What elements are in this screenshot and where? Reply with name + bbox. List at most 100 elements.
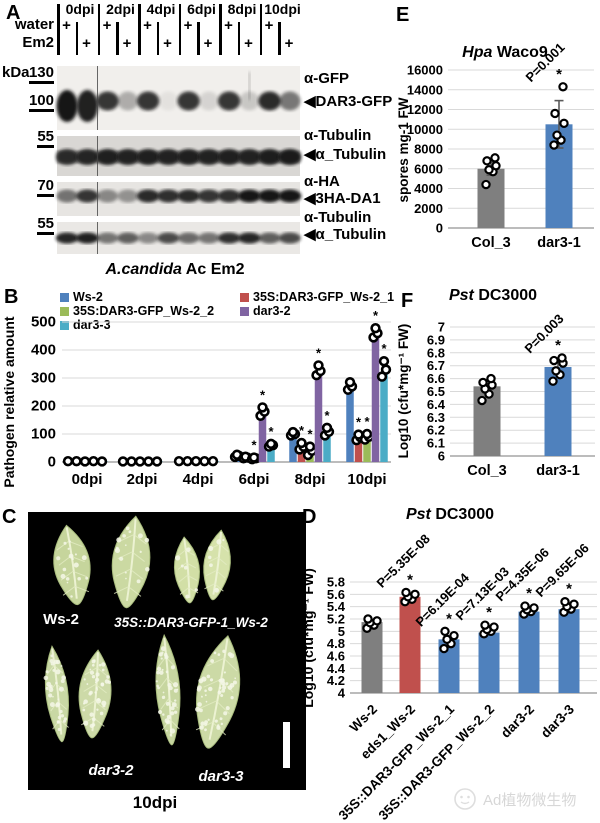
x-category-label: Col_3 <box>471 235 511 251</box>
significance-star: * <box>324 408 330 423</box>
leaf-midvein <box>65 527 78 599</box>
pustule-speckle <box>156 666 162 672</box>
panel-b-title-italic: A.candida <box>105 261 182 278</box>
pustule-speckle <box>122 534 126 538</box>
x-category-label: 6dpi <box>239 471 270 488</box>
pustule-speckle <box>91 674 96 679</box>
data-point <box>529 603 539 613</box>
pustule-speckle <box>139 550 142 553</box>
leaf-vein <box>128 586 142 597</box>
pustule-speckle <box>63 717 67 721</box>
data-point <box>557 353 567 363</box>
pustule-speckle <box>66 581 69 584</box>
y-tick-label: 6.8 <box>427 345 445 360</box>
blot-band <box>177 232 200 244</box>
leaf-vein <box>219 543 229 552</box>
pustule-speckle <box>222 539 225 542</box>
pustule-speckle <box>55 681 58 685</box>
pustule-speckle <box>65 577 70 581</box>
pustule-speckle <box>172 682 179 688</box>
pustule-speckle <box>200 695 203 698</box>
pustule-speckle <box>156 684 159 688</box>
y-tick-label: 4 <box>338 686 346 701</box>
pustule-speckle <box>98 663 102 667</box>
blot-band <box>217 232 241 244</box>
data-point <box>489 622 499 632</box>
data-point <box>558 82 568 92</box>
lane-group-divider <box>57 4 60 55</box>
pustule-speckle <box>200 721 205 726</box>
pustule-speckle <box>155 680 158 683</box>
data-point <box>482 156 492 166</box>
data-point <box>182 455 193 467</box>
data-point <box>550 108 560 119</box>
pustule-speckle <box>96 688 99 691</box>
y-tick-label: 6.9 <box>427 332 445 347</box>
leaf-vein <box>215 570 226 579</box>
blot-band <box>136 91 160 111</box>
data-point <box>480 620 490 630</box>
bar <box>323 434 331 462</box>
blot-band <box>137 232 159 244</box>
y-tick-label: 6.6 <box>427 371 445 386</box>
data-point <box>449 630 459 641</box>
pustule-speckle <box>199 708 203 713</box>
y-tick-label: 6.5 <box>427 384 445 399</box>
pustule-speckle <box>196 687 201 692</box>
pustule-speckle <box>96 698 102 704</box>
leaf-vein <box>68 540 83 548</box>
pustule-speckle <box>95 672 100 677</box>
leaf <box>155 633 181 746</box>
x-category-label: 2dpi <box>127 471 158 488</box>
kda-marker: 100 <box>0 92 54 112</box>
blot-band <box>96 149 119 165</box>
panel-c-label: C <box>2 506 17 528</box>
leaf-label-ws2: Ws-2 <box>43 611 79 628</box>
pustule-speckle <box>59 688 62 691</box>
pustule-speckle <box>176 688 179 691</box>
blot-band <box>198 232 220 244</box>
pustule-speckle <box>45 686 49 690</box>
pustule-speckle <box>204 728 207 732</box>
leaf-vein <box>216 700 230 715</box>
blot-band <box>76 149 99 165</box>
pustule-speckle <box>77 576 81 581</box>
data-point <box>439 643 449 654</box>
pustule-speckle <box>216 539 222 545</box>
significance-star: * <box>407 571 413 588</box>
pustule-speckle <box>101 662 106 667</box>
pustule-speckle <box>57 727 62 732</box>
y-tick-label: 6.4 <box>427 397 446 412</box>
blot-band <box>278 232 301 244</box>
panel-f-title-rest: DC3000 <box>473 287 538 304</box>
kda-marker-value: 100 <box>28 93 54 112</box>
pustule-speckle <box>60 714 65 718</box>
leaf <box>78 649 112 739</box>
chart-acandida: 0 100 200 300 400 500 Pathogen relative amount… <box>1 308 392 488</box>
x-category-label: dar3-3 <box>538 701 578 741</box>
pustule-speckle <box>220 722 224 726</box>
data-point <box>265 438 277 450</box>
panel-f-label: F <box>401 290 414 312</box>
legend-item: Ws-2 <box>60 290 103 304</box>
watermark-logo-icon <box>454 788 476 810</box>
pustule-speckle <box>170 711 175 716</box>
y-tick-label: 5.2 <box>327 612 345 627</box>
pustule-speckle <box>101 700 107 706</box>
leaf-vein <box>62 585 76 596</box>
pustule-speckle <box>208 545 214 552</box>
blot-band <box>258 91 281 111</box>
pustule-speckle <box>56 556 61 561</box>
pustule-speckle <box>71 557 74 561</box>
water-plus-sign: + <box>102 17 112 34</box>
x-category-label: 4dpi <box>183 471 214 488</box>
y-tick-label: 6.7 <box>427 358 445 373</box>
pustule-speckle <box>221 685 227 690</box>
pustule-speckle <box>170 665 176 670</box>
lane-divider <box>156 22 159 55</box>
leaf-label-35s: 35S::DAR3-GFP-1_Ws-2 <box>114 615 268 630</box>
pustule-speckle <box>204 689 207 693</box>
data-point <box>410 589 420 600</box>
pustule-speckle <box>82 708 86 712</box>
band-label: ◀DAR3-GFP <box>304 93 393 110</box>
